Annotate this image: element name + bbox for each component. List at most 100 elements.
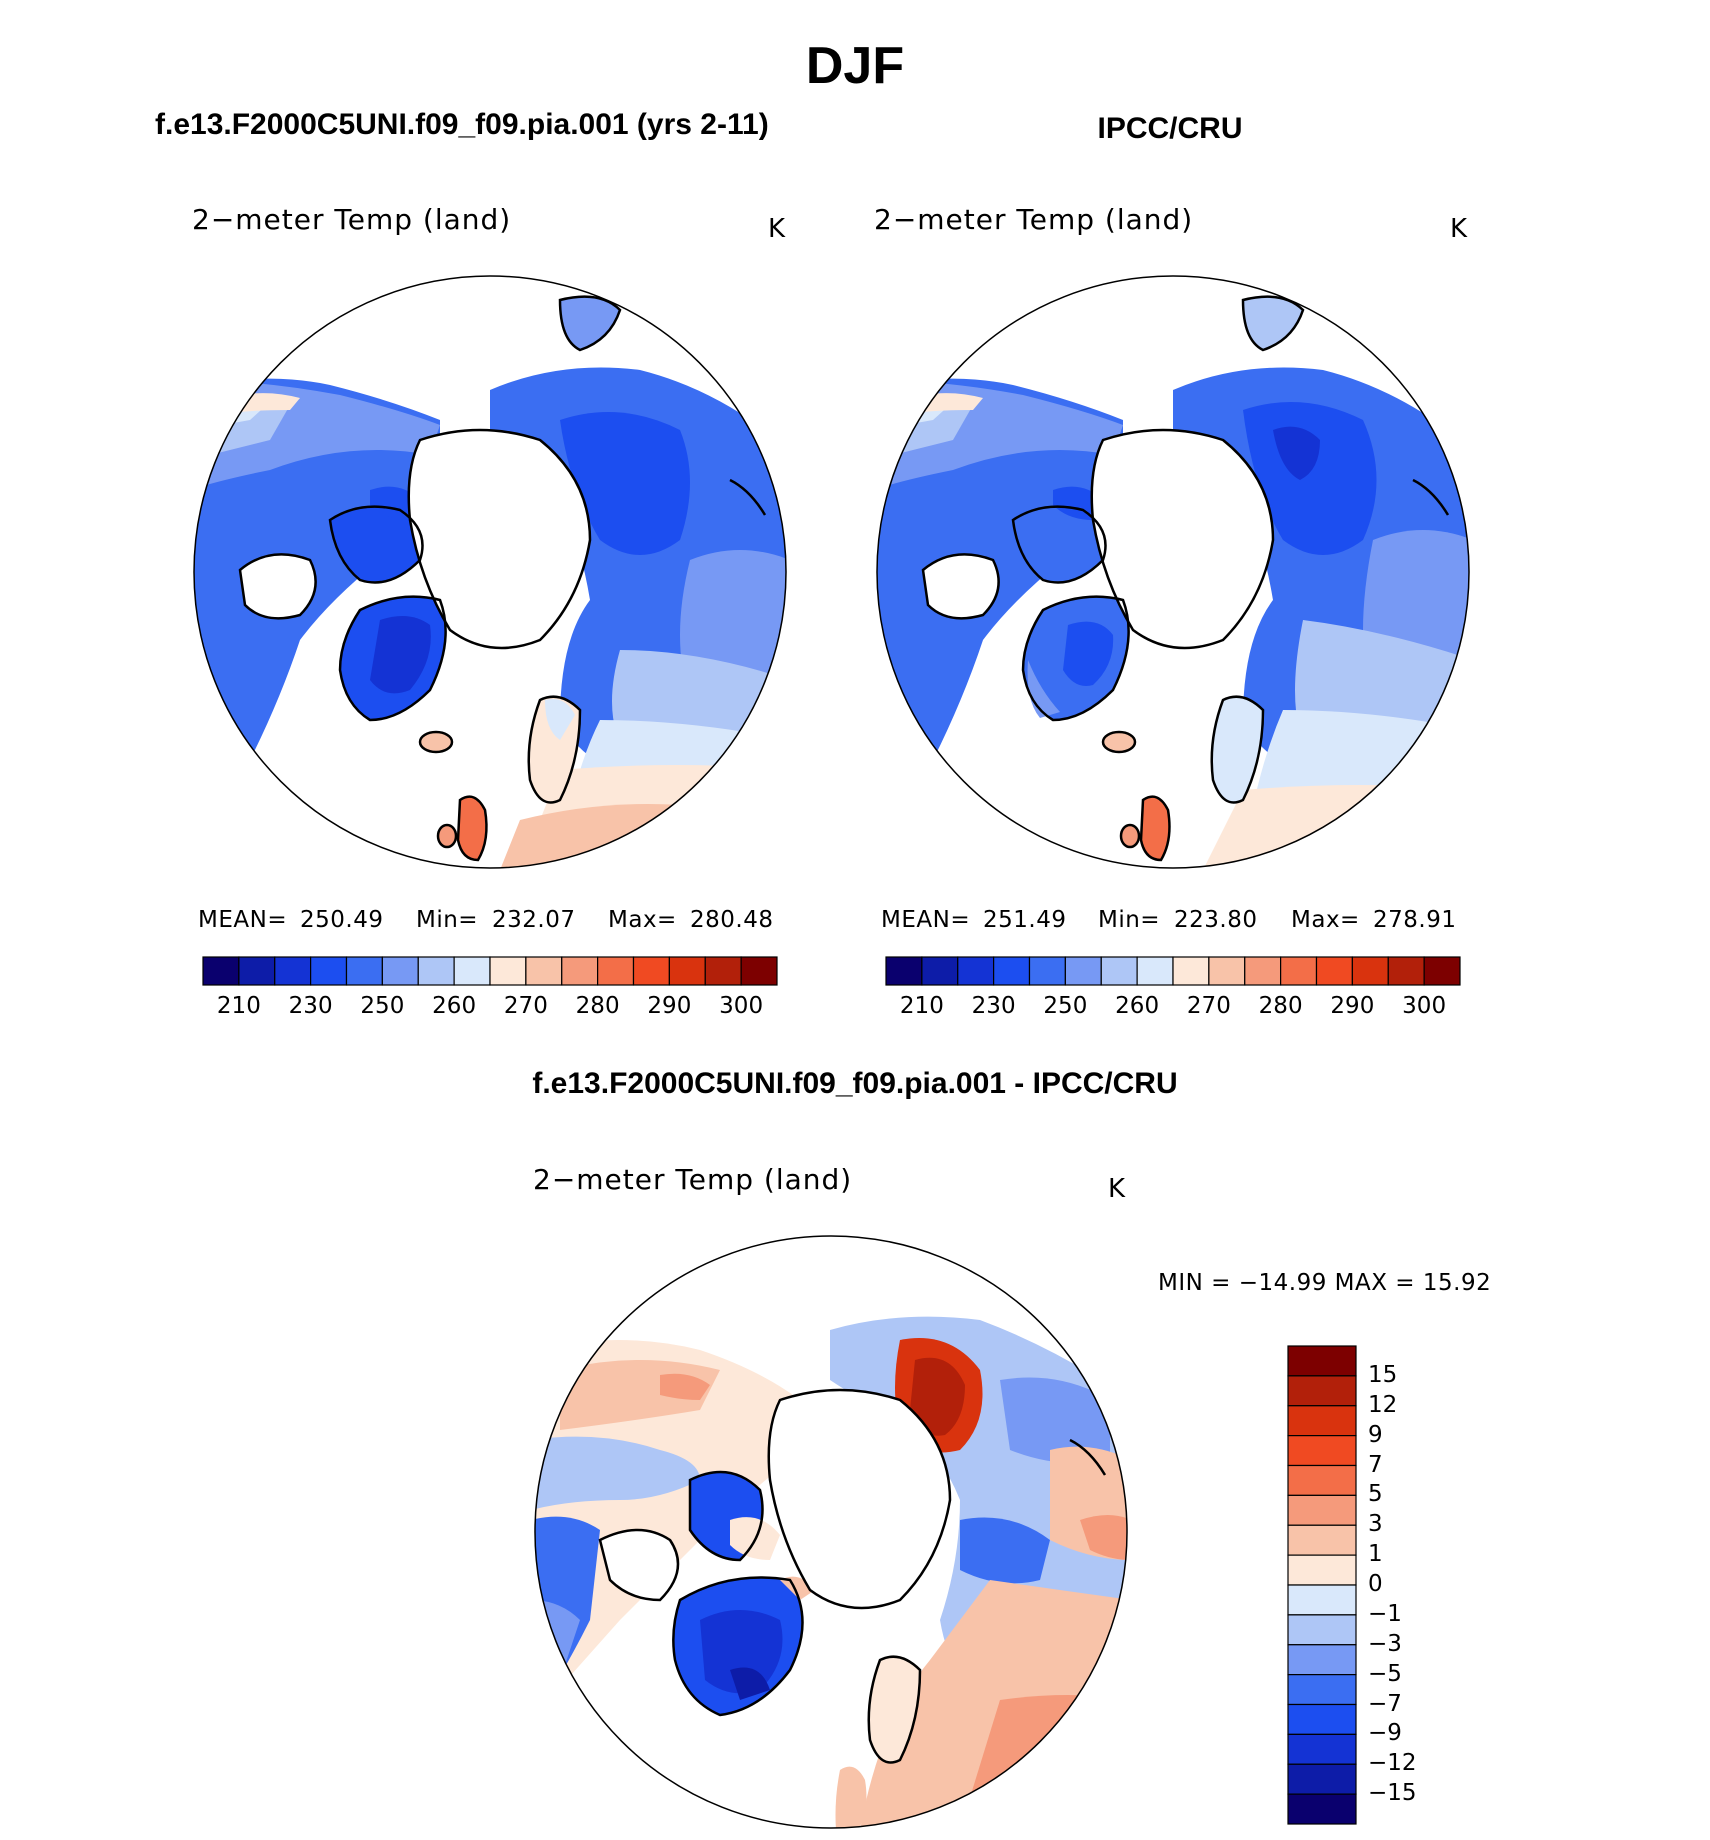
colorbar-box [1287,1494,1357,1526]
page-title: DJF [805,37,905,95]
stats-min-value-obs: 223.80 [1174,907,1258,933]
colorbar-box [668,956,706,986]
colorbar-box [1136,956,1174,986]
colorbar-tick-label: 0 [1368,1571,1383,1597]
colorbar-tick-label: 9 [1368,1421,1383,1448]
variable-label-model: 2−meter Temp (land) [192,203,512,236]
colorbar-box [1287,1733,1357,1765]
colorbar-box [885,956,923,986]
stats-min-label-model: Min= [416,907,479,933]
colorbar-tick-label: 280 [575,993,620,1019]
colorbar-box [1172,956,1210,986]
colorbar-box [1287,1674,1357,1706]
variable-label-difference: 2−meter Temp (land) [533,1163,853,1196]
colorbar-tick-label: −3 [1368,1630,1402,1657]
polar-map-obs [876,275,1470,869]
colorbar-tick-label: 7 [1368,1451,1383,1478]
colorbar-box [1351,956,1389,986]
colorbar-tick-label: 260 [1115,993,1160,1019]
colorbar-box [704,956,742,986]
colorbar-box [202,956,240,986]
colorbar-tick-label: −1 [1368,1600,1402,1627]
units-label-difference: K [1108,1174,1126,1204]
colorbar-tick-label: −7 [1368,1690,1402,1717]
colorbar-tick-label: 3 [1368,1511,1383,1538]
colorbar-tick-label: 270 [503,993,548,1019]
colorbar-difference [1287,1345,1357,1825]
colorbar-box [525,956,563,986]
colorbar-box [561,956,599,986]
colorbar-tick-label: 300 [719,993,764,1019]
colorbar-box [1287,1554,1357,1586]
colorbar-tick-label: 290 [1330,993,1375,1019]
stats-max-value-obs: 278.91 [1373,907,1457,933]
colorbar-box [1287,1703,1357,1735]
colorbar-box [1387,956,1425,986]
variable-label-obs: 2−meter Temp (land) [874,203,1194,236]
map-boundary-circle [193,275,787,869]
stats-min-label-obs: Min= [1098,907,1161,933]
colorbar-tick-label: 210 [899,993,944,1019]
panel-header-obs: IPCC/CRU [1097,112,1243,145]
units-label-model: K [768,214,786,244]
colorbar-tick-label: 210 [216,993,261,1019]
map-boundary-circle [534,1235,1128,1829]
colorbar-box [921,956,959,986]
colorbar-tick-label: 12 [1368,1391,1398,1418]
colorbar-obs [885,956,1461,986]
colorbar-tick-label: −5 [1368,1660,1402,1687]
colorbar-box [1287,1375,1357,1407]
colorbar-tick-label: 230 [971,993,1016,1019]
colorbar-box [345,956,383,986]
colorbar-box [1287,1584,1357,1616]
stats-max-label-model: Max= [608,907,677,933]
stats-mean-value-obs: 251.49 [983,907,1067,933]
stats-mean-label-model: MEAN= [198,907,288,933]
colorbar-box [310,956,348,986]
colorbar-tick-label: −15 [1368,1780,1417,1807]
colorbar-tick-label: −9 [1368,1720,1402,1747]
colorbar-box [1287,1435,1357,1467]
colorbar-model [202,956,778,986]
colorbar-box [1244,956,1282,986]
colorbar-box [453,956,491,986]
colorbar-box [489,956,527,986]
colorbar-box [1280,956,1318,986]
colorbar-box [1287,1763,1357,1795]
panel-header-difference: f.e13.F2000C5UNI.f09_f09.pia.001 - IPCC/… [532,1067,1178,1100]
stats-max-value-model: 280.48 [690,907,774,933]
temperature-field-obs [877,276,1469,868]
colorbar-tick-label: 250 [360,993,405,1019]
colorbar-box [1287,1793,1357,1825]
difference-min-max: MIN = −14.99 MAX = 15.92 [1158,1270,1492,1296]
colorbar-tick-label: 1 [1368,1541,1383,1568]
colorbar-box [381,956,419,986]
colorbar-box [1287,1405,1357,1437]
colorbar-tick-label: 280 [1258,993,1303,1019]
colorbar-box [1100,956,1138,986]
colorbar-box [238,956,276,986]
colorbar-tick-label: 250 [1043,993,1088,1019]
colorbar-tick-label: 15 [1368,1361,1398,1388]
colorbar-box [1287,1644,1357,1676]
colorbar-box [597,956,635,986]
colorbar-box [957,956,995,986]
colorbar-box [1315,956,1353,986]
colorbar-tick-label: 230 [288,993,333,1019]
colorbar-tick-label: −12 [1368,1750,1417,1777]
colorbar-box [1064,956,1102,986]
colorbar-box [740,956,778,986]
colorbar-tick-label: 290 [647,993,692,1019]
stats-max-label-obs: Max= [1291,907,1360,933]
colorbar-box [1287,1345,1357,1377]
colorbar-tick-label: 300 [1402,993,1447,1019]
units-label-obs: K [1450,214,1468,244]
colorbar-box [274,956,312,986]
map-boundary-circle [876,275,1470,869]
difference-field [535,1236,1127,1828]
colorbar-tick-label: 260 [432,993,477,1019]
stats-mean-label-obs: MEAN= [881,907,971,933]
colorbar-box [632,956,670,986]
stats-min-value-model: 232.07 [492,907,576,933]
